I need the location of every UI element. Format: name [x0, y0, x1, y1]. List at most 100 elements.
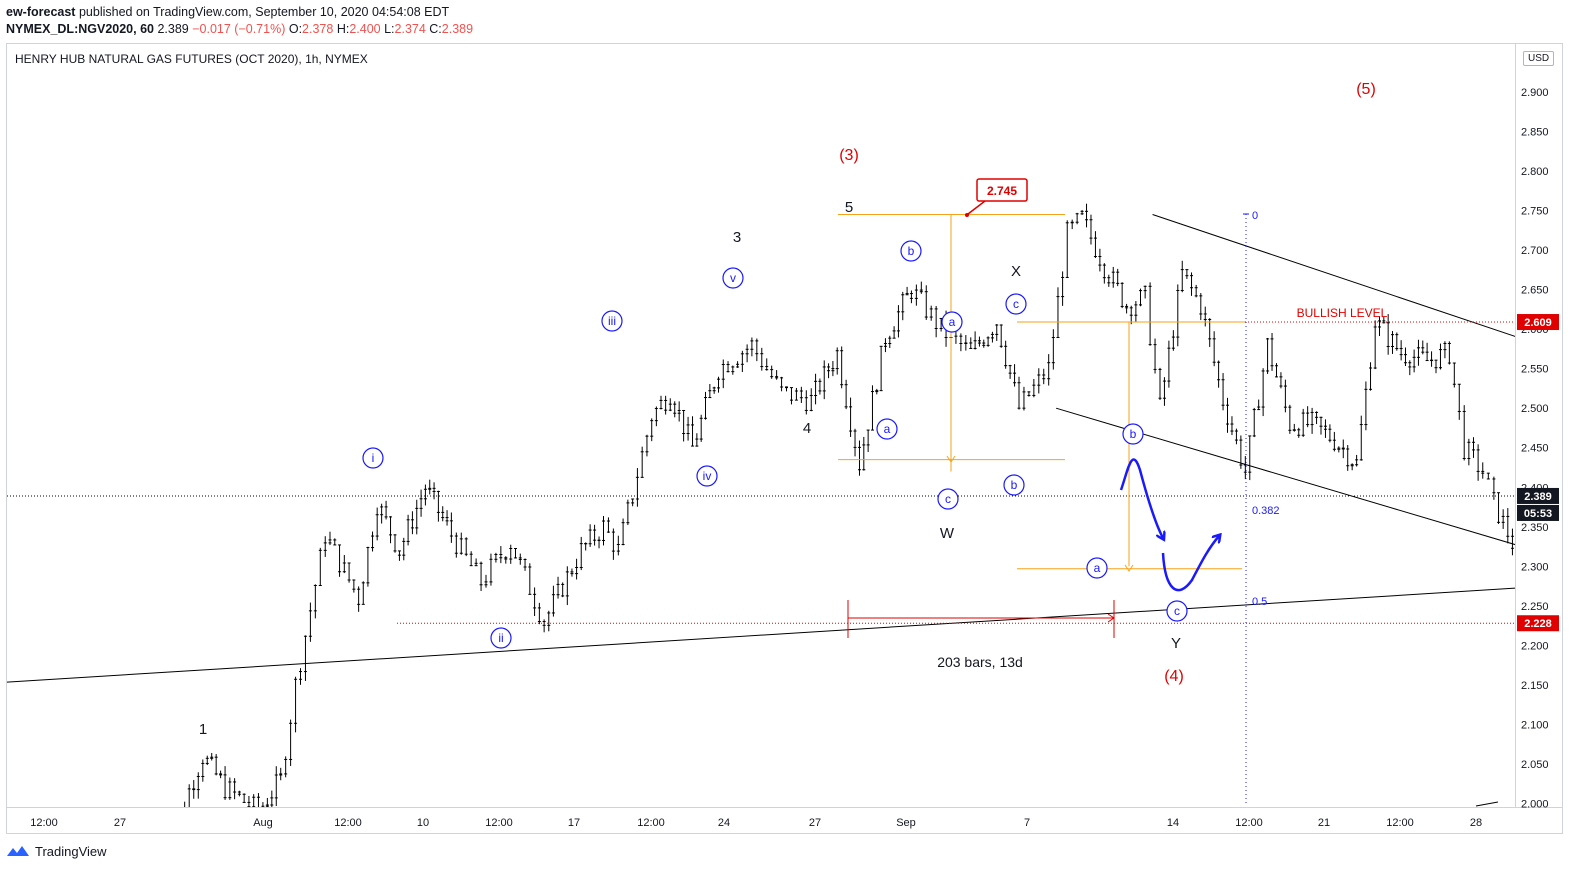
wave-label-circle: [696, 465, 718, 487]
x-tick-label: 12:00: [334, 817, 362, 829]
wave-label-circled-text: a: [884, 422, 891, 436]
close-label: C:: [429, 22, 442, 36]
wave-label-circled-text: b: [908, 244, 915, 258]
wave-label-circled-text: b: [1130, 427, 1137, 441]
price-scale[interactable]: [1516, 43, 1563, 808]
wave-label-circle: [937, 488, 959, 510]
wave-label-black: 4: [803, 420, 811, 437]
axes: 2.9002.8502.8002.7502.7002.6502.6002.550…: [30, 87, 1559, 829]
y-tick-label: 2.100: [1521, 719, 1549, 731]
wave-label-circled-text: b: [1011, 478, 1018, 492]
wave-label-circle: [1086, 557, 1108, 579]
countdown-tag: 05:53: [1524, 508, 1552, 520]
x-tick-label: Sep: [896, 817, 916, 829]
wave-label-circled: c: [1166, 600, 1188, 622]
last-price-tag: 2.389: [1524, 491, 1552, 503]
price-callout-label: 2.745: [987, 184, 1017, 198]
wave-label-circled-text: a: [1094, 561, 1101, 575]
fib-arrow-a: [946, 455, 956, 463]
y-tick-label: 2.750: [1521, 206, 1549, 218]
publisher-name[interactable]: ew-forecast: [6, 5, 76, 19]
wave-label-red: (3): [839, 147, 859, 164]
y-tick-label: 2.000: [1521, 799, 1549, 811]
support-trendline: [7, 587, 1515, 683]
x-tick-label: 21: [1318, 817, 1330, 829]
wave-label-circled: b: [1122, 423, 1144, 445]
annotations: 0 0.382 0.5 203 bars, 13d 2.745 BULLISH LEVEL…: [199, 81, 1388, 806]
fib-label: 0.382: [1252, 505, 1280, 517]
chart-title: HENRY HUB NATURAL GAS FUTURES (OCT 2020)…: [15, 52, 368, 66]
wave-label-black: 5: [845, 199, 853, 216]
wave-label-black: 1: [199, 721, 207, 738]
y-tick-label: 2.250: [1521, 601, 1549, 613]
wave-label-circled: a: [941, 311, 963, 333]
wave-label-black: 3: [733, 229, 741, 246]
target-price-tag-bg: [1517, 615, 1559, 632]
y-tick-label: 2.900: [1521, 87, 1549, 99]
channel-upper-line: [1152, 214, 1515, 337]
open-value: 2.378: [302, 22, 334, 36]
wave-label-circle: [490, 627, 512, 649]
wave-label-circle: [876, 418, 898, 440]
wave-label-circled: c: [937, 488, 959, 510]
wave-label-black: W: [940, 525, 955, 542]
wave-label-circle: [1003, 474, 1025, 496]
wave-label-black: Y: [1171, 635, 1181, 652]
wave-label-circled: ii: [490, 627, 512, 649]
wave-label-circled-text: i: [372, 451, 375, 465]
price-callout-box: [976, 178, 1028, 202]
bullish-price-tag-bg: [1517, 314, 1559, 331]
wave-label-circled: iv: [696, 465, 718, 487]
x-tick-label: 17: [568, 817, 580, 829]
x-tick-label: 27: [809, 817, 821, 829]
wave-label-circled: c: [1005, 293, 1027, 315]
footer-brand[interactable]: TradingView: [35, 843, 107, 859]
y-tick-label: 2.650: [1521, 285, 1549, 297]
wave-label-circled: i: [362, 447, 384, 469]
wave-label-circled: b: [900, 240, 922, 262]
x-tick-label: 28: [1470, 817, 1482, 829]
wave-label-red: (5): [1356, 81, 1376, 98]
wave-label-circled: a: [876, 418, 898, 440]
y-tick-label: 2.700: [1521, 245, 1549, 257]
last-price: 2.389: [157, 22, 189, 36]
wave-label-circle: [722, 267, 744, 289]
fib-label: 0: [1252, 210, 1258, 222]
time-scale[interactable]: [6, 808, 1563, 834]
tradingview-logo-icon: [7, 846, 29, 856]
target-price-tag: 2.228: [1524, 618, 1552, 630]
support-trendline-stub: [1475, 801, 1499, 807]
range-measure-label: 203 bars, 13d: [937, 654, 1023, 670]
price-change: −0.017 (−0.71%): [192, 22, 286, 36]
publish-line: ew-forecast published on TradingView.com…: [6, 4, 473, 21]
currency-button[interactable]: USD: [1523, 51, 1555, 66]
x-tick-label: 12:00: [1235, 817, 1263, 829]
wave-label-circled: v: [722, 267, 744, 289]
wave-label-circled-text: a: [949, 315, 956, 329]
x-tick-label: 12:00: [30, 817, 58, 829]
wave-label-circled: b: [1003, 474, 1025, 496]
wave-label-circle: [900, 240, 922, 262]
chart-pane[interactable]: [6, 43, 1516, 808]
y-tick-label: 2.200: [1521, 640, 1549, 652]
wave-label-circled-text: ii: [498, 631, 503, 645]
wave-label-circle: [601, 310, 623, 332]
high-value: 2.400: [349, 22, 381, 36]
bullish-price-tag: 2.609: [1524, 317, 1552, 329]
low-label: L:: [384, 22, 395, 36]
range-measure-arrow: [1107, 613, 1115, 623]
footer: TradingView: [6, 843, 107, 859]
low-value: 2.374: [394, 22, 426, 36]
bullish-level-label: BULLISH LEVEL: [1297, 306, 1388, 320]
symbol-label[interactable]: NYMEX_DL:NGV2020, 60: [6, 22, 154, 36]
last-price-tag-bg: [1517, 487, 1559, 504]
fib-arrow-b: [1124, 564, 1134, 572]
channel-lower-line: [1055, 407, 1515, 546]
y-tick-label: 2.350: [1521, 522, 1549, 534]
wave-label-circle: [941, 311, 963, 333]
projection-down-arrow: [1119, 458, 1163, 538]
y-tick-label: 2.850: [1521, 126, 1549, 138]
wave-label-circled-text: c: [1174, 604, 1180, 618]
wave-label-circled-text: c: [1013, 297, 1019, 311]
